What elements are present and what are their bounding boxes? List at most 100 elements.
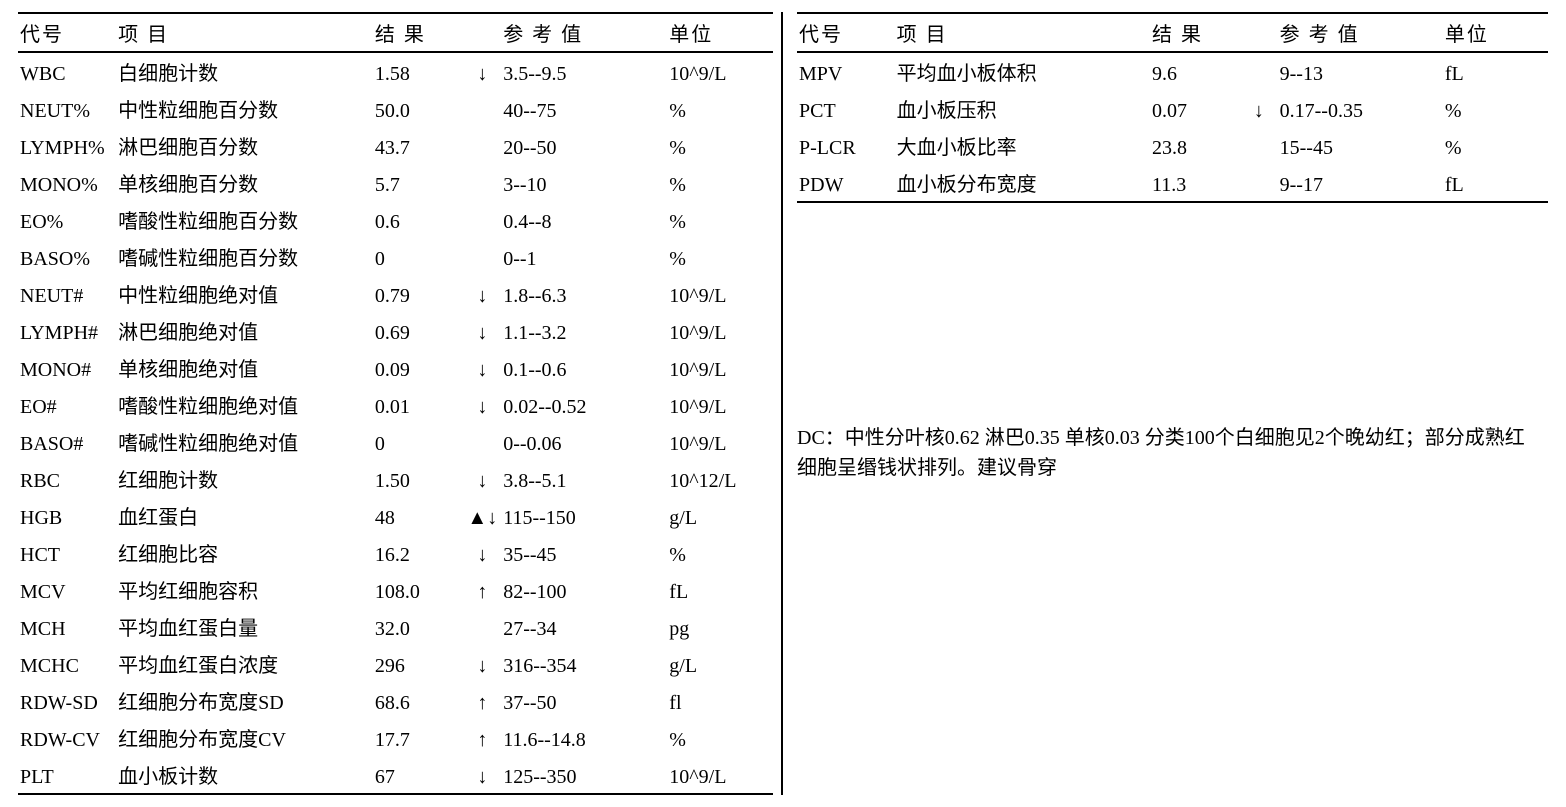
header-reference: 参 考 值 <box>1278 13 1443 52</box>
cell-unit: % <box>667 201 773 238</box>
header-unit: 单位 <box>1443 13 1548 52</box>
cell-code: MONO# <box>18 349 116 386</box>
cell-reference: 0.17--0.35 <box>1278 90 1443 127</box>
header-flag <box>463 13 501 52</box>
table-row: MCHC平均血红蛋白浓度296↓316--354g/L <box>18 645 773 682</box>
cell-result: 17.7 <box>373 719 464 756</box>
left-panel: 代号 项 目 结 果 参 考 值 单位 WBC白细胞计数1.58↓3.5--9.… <box>18 12 783 795</box>
cell-result: 9.6 <box>1150 52 1240 90</box>
cell-unit: % <box>667 164 773 201</box>
cell-unit: 10^9/L <box>667 386 773 423</box>
header-unit: 单位 <box>667 13 773 52</box>
table-row: PCT血小板压积0.07↓0.17--0.35% <box>797 90 1548 127</box>
header-result: 结 果 <box>1150 13 1240 52</box>
cell-code: RDW-SD <box>18 682 116 719</box>
header-row: 代号 项 目 结 果 参 考 值 单位 <box>797 13 1548 52</box>
cell-code: NEUT% <box>18 90 116 127</box>
cell-flag: ↓ <box>463 645 501 682</box>
cell-reference: 1.8--6.3 <box>501 275 667 312</box>
cell-result: 0.79 <box>373 275 464 312</box>
right-panel: 代号 项 目 结 果 参 考 值 单位 MPV平均血小板体积9.69--13fL… <box>783 12 1548 795</box>
cell-name: 红细胞分布宽度SD <box>116 682 373 719</box>
table-row: RBC红细胞计数1.50↓3.8--5.110^12/L <box>18 460 773 497</box>
cell-flag <box>463 423 501 460</box>
cell-result: 296 <box>373 645 464 682</box>
cell-name: 淋巴细胞百分数 <box>116 127 373 164</box>
cell-reference: 11.6--14.8 <box>501 719 667 756</box>
cell-code: LYMPH# <box>18 312 116 349</box>
cell-name: 中性粒细胞绝对值 <box>116 275 373 312</box>
cell-flag: ↓ <box>1240 90 1278 127</box>
cell-flag: ↑ <box>463 682 501 719</box>
cell-result: 11.3 <box>1150 164 1240 202</box>
cell-flag <box>463 90 501 127</box>
cell-unit: pg <box>667 608 773 645</box>
cell-reference: 9--17 <box>1278 164 1443 202</box>
cell-flag <box>1240 127 1278 164</box>
cell-unit: fL <box>667 571 773 608</box>
cell-result: 50.0 <box>373 90 464 127</box>
cell-code: PLT <box>18 756 116 794</box>
table-row: P-LCR大血小板比率23.815--45% <box>797 127 1548 164</box>
table-row: NEUT%中性粒细胞百分数50.0 40--75% <box>18 90 773 127</box>
cell-result: 68.6 <box>373 682 464 719</box>
cell-code: NEUT# <box>18 275 116 312</box>
cell-name: 单核细胞百分数 <box>116 164 373 201</box>
cell-reference: 3.8--5.1 <box>501 460 667 497</box>
cell-code: PDW <box>797 164 895 202</box>
cell-code: MCHC <box>18 645 116 682</box>
cell-unit: fL <box>1443 52 1548 90</box>
cell-unit: 10^9/L <box>667 52 773 90</box>
cell-reference: 15--45 <box>1278 127 1443 164</box>
cell-name: 中性粒细胞百分数 <box>116 90 373 127</box>
cell-result: 0.69 <box>373 312 464 349</box>
table-row: RDW-CV红细胞分布宽度CV17.7↑11.6--14.8% <box>18 719 773 756</box>
cell-name: 平均红细胞容积 <box>116 571 373 608</box>
cell-result: 43.7 <box>373 127 464 164</box>
cell-name: 白细胞计数 <box>116 52 373 90</box>
cell-reference: 0.02--0.52 <box>501 386 667 423</box>
cell-unit: % <box>1443 90 1548 127</box>
cell-name: 嗜酸性粒细胞绝对值 <box>116 386 373 423</box>
cell-reference: 316--354 <box>501 645 667 682</box>
cell-flag: ↓ <box>463 534 501 571</box>
cell-reference: 0.1--0.6 <box>501 349 667 386</box>
cell-name: 嗜碱性粒细胞百分数 <box>116 238 373 275</box>
cell-name: 血小板分布宽度 <box>895 164 1150 202</box>
cell-unit: g/L <box>667 645 773 682</box>
cell-reference: 82--100 <box>501 571 667 608</box>
cell-name: 嗜酸性粒细胞百分数 <box>116 201 373 238</box>
header-flag <box>1240 13 1278 52</box>
cell-flag: ↓ <box>463 275 501 312</box>
cell-name: 平均血小板体积 <box>895 52 1150 90</box>
cell-code: HCT <box>18 534 116 571</box>
cell-flag <box>463 164 501 201</box>
cell-name: 血小板压积 <box>895 90 1150 127</box>
cell-flag: ↓ <box>463 312 501 349</box>
cell-code: MONO% <box>18 164 116 201</box>
cell-unit: 10^12/L <box>667 460 773 497</box>
cell-flag <box>463 201 501 238</box>
cell-flag <box>1240 164 1278 202</box>
cell-unit: 10^9/L <box>667 275 773 312</box>
cell-flag: ↓ <box>463 386 501 423</box>
cell-reference: 0.4--8 <box>501 201 667 238</box>
table-row: WBC白细胞计数1.58↓3.5--9.510^9/L <box>18 52 773 90</box>
cell-result: 48 <box>373 497 464 534</box>
cell-result: 0.6 <box>373 201 464 238</box>
cell-name: 单核细胞绝对值 <box>116 349 373 386</box>
cell-unit: % <box>667 90 773 127</box>
cell-name: 血红蛋白 <box>116 497 373 534</box>
cell-name: 平均血红蛋白浓度 <box>116 645 373 682</box>
table-row: MONO#单核细胞绝对值0.09↓0.1--0.610^9/L <box>18 349 773 386</box>
cell-code: RBC <box>18 460 116 497</box>
cell-result: 0.07 <box>1150 90 1240 127</box>
cell-reference: 9--13 <box>1278 52 1443 90</box>
cell-flag: ↓ <box>463 52 501 90</box>
cell-reference: 115--150 <box>501 497 667 534</box>
cell-reference: 0--1 <box>501 238 667 275</box>
cell-result: 0.09 <box>373 349 464 386</box>
cell-code: MCH <box>18 608 116 645</box>
cell-reference: 40--75 <box>501 90 667 127</box>
cell-flag <box>463 608 501 645</box>
